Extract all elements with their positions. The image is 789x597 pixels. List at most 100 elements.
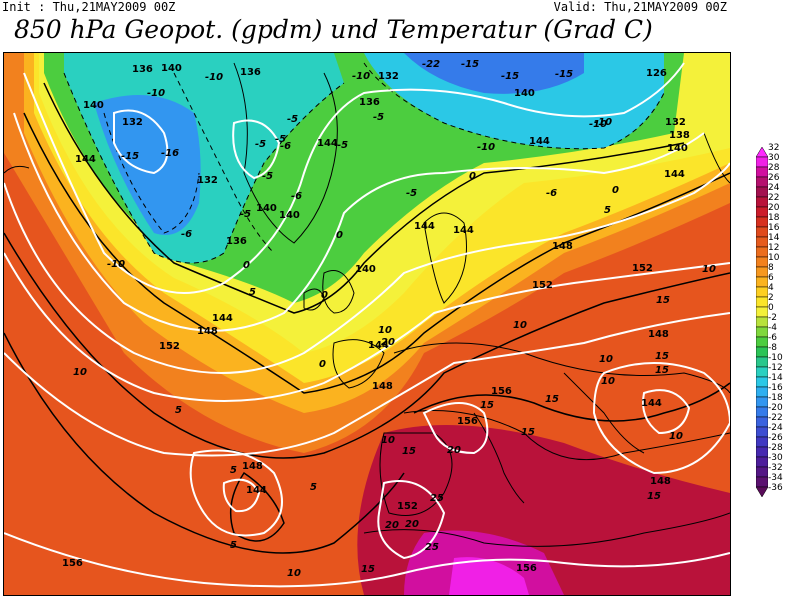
temp-label: -6: [291, 191, 302, 202]
temp-label: -15: [501, 71, 519, 82]
colorbar-tick-label: 0: [768, 303, 774, 313]
geo-label: 148: [648, 329, 669, 340]
colorbar-tick-label: 26: [768, 173, 780, 183]
colorbar-swatch: [756, 186, 768, 198]
geo-label: 132: [378, 71, 399, 82]
colorbar-tick-label: -32: [768, 463, 783, 473]
temp-label: -5: [255, 139, 266, 150]
geo-label: 156: [457, 416, 478, 427]
colorbar-tick-label: 20: [768, 203, 780, 213]
colorbar-tick-label: -6: [768, 333, 777, 343]
colorbar-swatch: [756, 446, 768, 458]
temp-band-32: [449, 557, 529, 595]
colorbar-tick-label: 18: [768, 213, 780, 223]
geo-label: 136: [240, 67, 261, 78]
coastlines: [4, 62, 730, 547]
temp-label: 25: [430, 493, 444, 504]
colorbar-tick-label: -12: [768, 363, 783, 373]
chart-title: 850 hPa Geopot. (gpdm) und Temperatur (G…: [14, 15, 653, 44]
temp-label: 15: [655, 365, 669, 376]
temp-label: -15: [461, 59, 479, 70]
temp-label: 0: [243, 260, 250, 271]
temp-label: 15: [361, 564, 375, 575]
temp-label: -22: [422, 59, 440, 70]
geo-label: 140: [355, 264, 376, 275]
colorbar-tick-label: -14: [768, 373, 783, 383]
colorbar-tick-label: 8: [768, 263, 774, 273]
temp-label: 15: [545, 394, 559, 405]
geo-label: 144: [414, 221, 435, 232]
init-time-label: Init : Thu,21MAY2009 00Z: [2, 0, 176, 14]
map-panel: 140 136 132 126 140 132 136 140 144 144 …: [3, 52, 731, 596]
temp-label: 10: [381, 435, 395, 446]
temp-label: 10: [73, 367, 87, 378]
temp-label: 10: [513, 320, 527, 331]
colorbar-swatch: [756, 486, 768, 498]
geo-label: 132: [197, 175, 218, 186]
temp-label: -6: [181, 229, 192, 240]
temp-label: 0: [612, 185, 619, 196]
colorbar-swatch: [756, 166, 768, 178]
colorbar-tick-label: -10: [768, 353, 783, 363]
colorbar-tick-label: -30: [768, 453, 783, 463]
geo-label: 144: [453, 225, 474, 236]
temp-label: 20: [381, 337, 395, 348]
temp-label: -15: [121, 151, 139, 162]
colorbar-swatch: [756, 456, 768, 468]
colorbar-swatch: [756, 226, 768, 238]
temp-label: -5: [373, 112, 384, 123]
temp-label: 5: [310, 482, 317, 493]
temp-band-minus-16: [94, 95, 201, 235]
colorbar-swatch: [756, 176, 768, 188]
temp-label: 15: [655, 351, 669, 362]
colorbar-tick-label: 32: [768, 143, 780, 153]
temp-label: 0: [319, 359, 326, 370]
colorbar-tick-label: 22: [768, 193, 780, 203]
geo-label: 152: [397, 501, 418, 512]
geo-label: 152: [632, 263, 653, 274]
colorbar-tick-label: -34: [768, 473, 783, 483]
colorbar-swatch: [756, 246, 768, 258]
temp-label: 20: [405, 519, 419, 530]
colorbar-swatch: [756, 476, 768, 488]
temperature-labels: -22 -15 -15 -15 -10 -10 -10 -10 -10 -5 -…: [73, 59, 716, 579]
geo-label: 138: [669, 130, 690, 141]
colorbar-tick-label: -36: [768, 483, 783, 493]
geo-label: 144: [368, 340, 389, 351]
geo-label: 140: [256, 203, 277, 214]
colorbar-tick-label: 4: [768, 283, 774, 293]
colorbar-swatch: [756, 406, 768, 418]
temp-label: -15: [555, 69, 573, 80]
temp-label: 10: [669, 431, 683, 442]
colorbar-swatch: [756, 156, 768, 168]
temp-label: 15: [521, 427, 535, 438]
temp-band-minus-18-east: [404, 53, 584, 94]
colorbar-swatch: [756, 346, 768, 358]
geo-label: 140: [514, 88, 535, 99]
colorbar-tick-label: 12: [768, 243, 780, 253]
geo-label: 148: [197, 326, 218, 337]
geopotential-contours: [4, 62, 730, 588]
colorbar-swatch: [756, 436, 768, 448]
colorbar-swatch: [756, 266, 768, 278]
geo-label: 144: [75, 154, 96, 165]
colorbar-tick-label: 10: [768, 253, 780, 263]
temp-label: 10: [287, 568, 301, 579]
temp-label: -10: [589, 119, 607, 130]
geo-label: 132: [122, 117, 143, 128]
temp-label: -5: [337, 140, 348, 151]
colorbar-tick-label: -2: [768, 313, 777, 323]
colorbar-tick-label: -26: [768, 433, 783, 443]
temp-label: 0: [336, 230, 343, 241]
temp-label: 0: [321, 290, 328, 301]
geo-label: 140: [83, 100, 104, 111]
temp-label: -5: [240, 209, 251, 220]
geo-label: 144: [212, 313, 233, 324]
colorbar-tick-label: 2: [768, 293, 774, 303]
colorbar-tick-label: 24: [768, 183, 780, 193]
colorbar-swatch: [756, 146, 768, 158]
colorbar-tick-label: -22: [768, 413, 783, 423]
temp-label: 5: [230, 465, 237, 476]
temp-label: 10: [601, 376, 615, 387]
temperature-colorbar: [756, 146, 768, 498]
